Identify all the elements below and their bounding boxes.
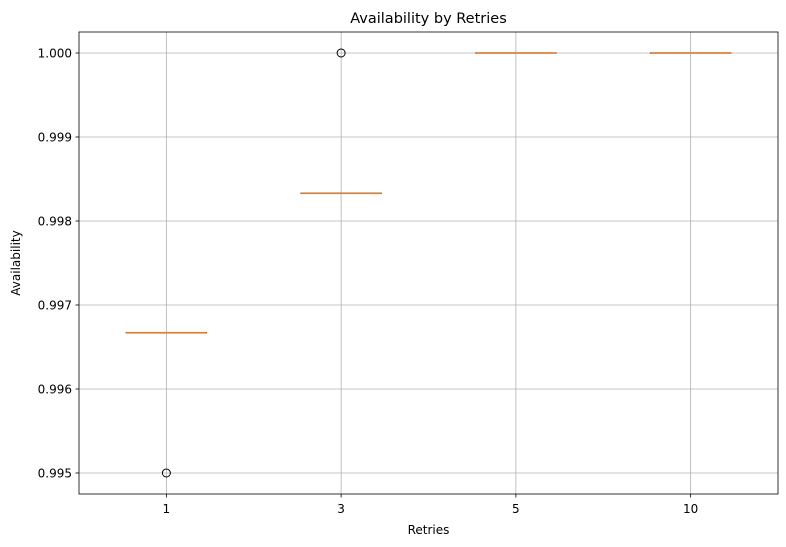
box-group-1 xyxy=(125,331,208,478)
y-tick-label: 1.000 xyxy=(38,46,72,60)
x-tick-label: 3 xyxy=(337,502,345,516)
ticks: 0.995 0.996 0.997 0.998 0.999 1.000 1 3 5 10 xyxy=(38,46,699,516)
boxes xyxy=(125,48,732,478)
grid-lines xyxy=(79,32,778,494)
x-tick-label: 1 xyxy=(163,502,171,516)
chart-title: Availability by Retries xyxy=(350,11,507,27)
y-axis-title: Availability xyxy=(9,230,23,295)
y-tick-label: 0.996 xyxy=(38,382,72,396)
plot-frame xyxy=(78,31,779,495)
x-axis-title: Retries xyxy=(408,523,450,537)
outlier-point xyxy=(161,468,171,478)
outlier-point xyxy=(336,48,346,58)
x-tick-label: 5 xyxy=(512,502,520,516)
y-tick-label: 0.995 xyxy=(38,466,72,480)
y-tick-label: 0.999 xyxy=(38,130,72,144)
x-tick-label: 10 xyxy=(683,502,698,516)
y-tick-label: 0.998 xyxy=(38,214,72,228)
box-group-3 xyxy=(300,48,382,195)
y-tick-label: 0.997 xyxy=(38,298,72,312)
